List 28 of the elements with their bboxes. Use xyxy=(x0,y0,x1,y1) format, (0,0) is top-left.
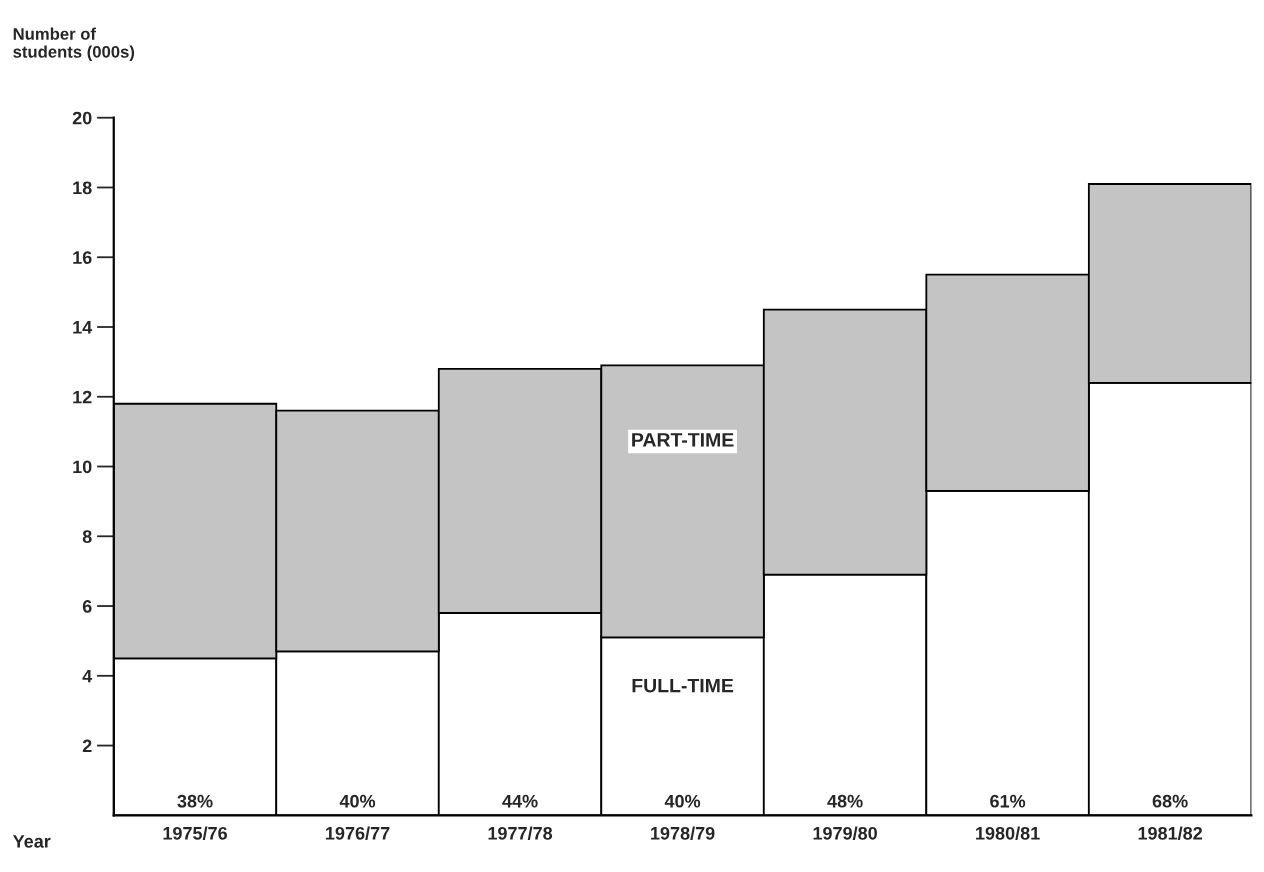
y-tick-label: 16 xyxy=(73,251,92,264)
y-tick-label: 14 xyxy=(73,321,93,334)
x-tick-label: 1978/79 xyxy=(651,826,715,840)
annotation: 48% xyxy=(827,794,863,808)
y-tick-label: 6 xyxy=(82,599,92,613)
x-tick-label: 1981/82 xyxy=(1138,826,1203,840)
y-tick-label: 4 xyxy=(82,669,93,683)
y-tick-label: 10 xyxy=(73,460,92,474)
annotation: 40% xyxy=(664,794,701,808)
y-tick-label: 20 xyxy=(72,111,92,125)
y-tick-label: 12 xyxy=(73,390,92,404)
y-tick-label: 8 xyxy=(82,530,92,543)
x-tick-label: 1975/76 xyxy=(163,826,227,840)
series-label: PART-TIME xyxy=(632,433,734,447)
y-axis-title: Number of students (000s) xyxy=(13,27,135,62)
x-tick-label: 1979/80 xyxy=(813,826,877,840)
x-tick-label: 1976/77 xyxy=(326,826,390,840)
annotation: 40% xyxy=(339,794,376,808)
annotation: 38% xyxy=(177,794,213,808)
x-axis-title: Year xyxy=(12,835,51,848)
y-tick-label: 18 xyxy=(73,181,92,195)
annotation: 44% xyxy=(502,794,538,808)
annotation: 61% xyxy=(990,794,1026,808)
y-tick-label: 2 xyxy=(82,739,92,753)
x-tick-label: 1977/78 xyxy=(488,826,553,840)
x-tick-label: 1980/81 xyxy=(976,826,1040,840)
series-label: FULL-TIME xyxy=(632,678,734,693)
annotation: 68% xyxy=(1152,794,1188,808)
